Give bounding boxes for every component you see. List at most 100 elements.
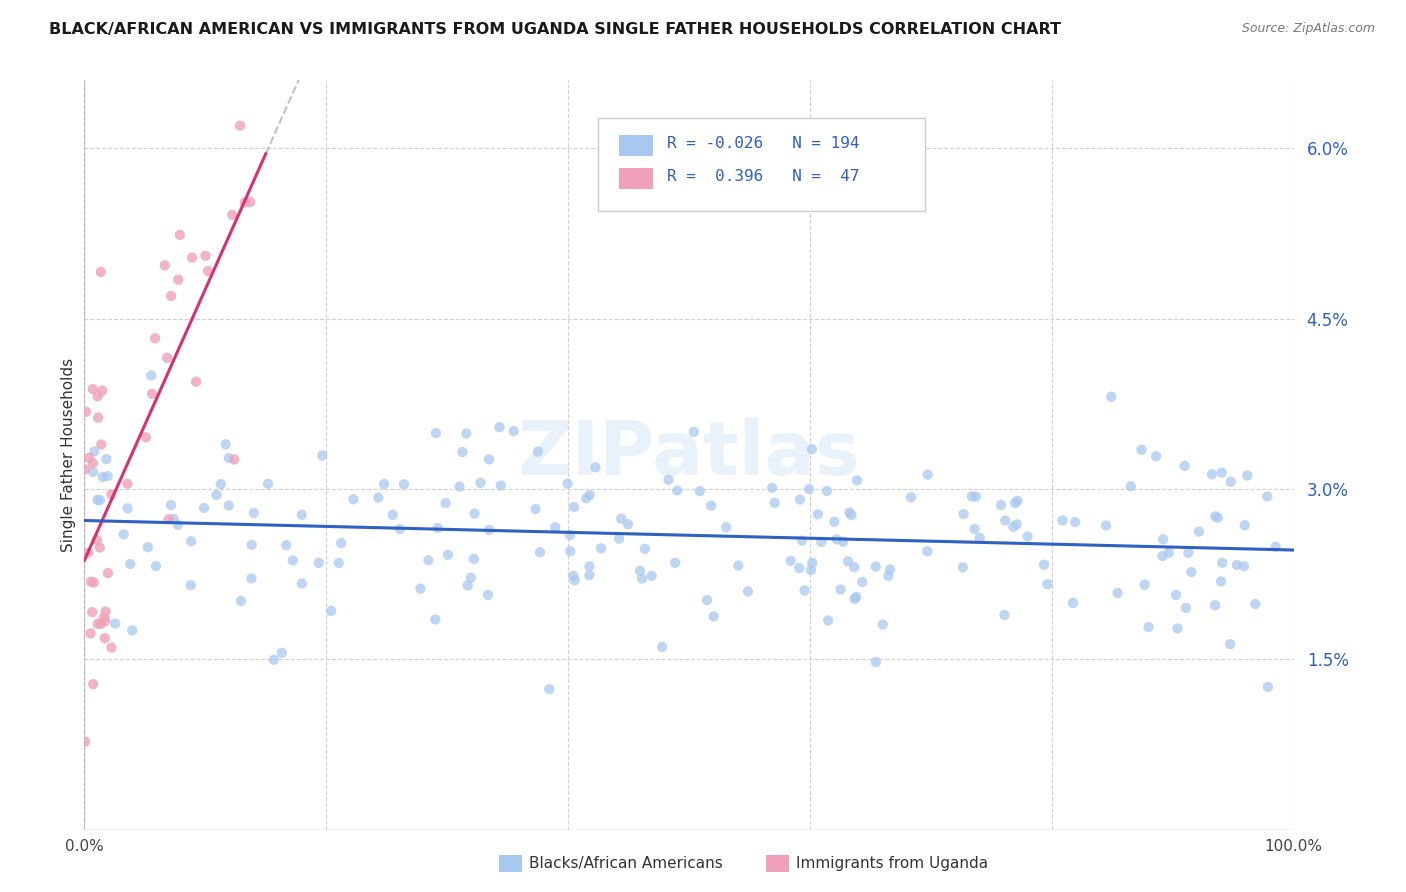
Point xyxy=(589,541,612,556)
Point xyxy=(1119,479,1142,493)
Point xyxy=(544,520,567,534)
Point xyxy=(478,452,501,467)
Point xyxy=(1180,565,1202,579)
Point xyxy=(367,491,389,505)
Point xyxy=(426,521,449,535)
Point xyxy=(80,574,103,589)
Point xyxy=(578,568,600,582)
Point xyxy=(425,612,447,626)
Point xyxy=(239,195,262,210)
Point xyxy=(1236,468,1258,483)
Point xyxy=(120,557,142,571)
Point xyxy=(328,556,350,570)
Point xyxy=(610,511,633,525)
Point xyxy=(990,498,1012,512)
Point xyxy=(1167,622,1189,636)
Point xyxy=(1164,588,1187,602)
Point xyxy=(917,467,939,482)
Point xyxy=(963,522,986,536)
Point xyxy=(381,508,404,522)
Point xyxy=(558,528,581,542)
Point xyxy=(1226,558,1249,572)
Point xyxy=(585,460,607,475)
Point xyxy=(1175,600,1198,615)
Point xyxy=(800,563,823,577)
Point xyxy=(136,540,159,554)
Point xyxy=(994,514,1017,528)
Point xyxy=(634,541,657,556)
Point xyxy=(1017,529,1039,543)
Point xyxy=(193,500,215,515)
Point xyxy=(94,632,117,646)
Point xyxy=(270,646,292,660)
Point xyxy=(1107,586,1129,600)
Point xyxy=(112,527,135,541)
Point xyxy=(100,487,122,501)
Point xyxy=(488,420,510,434)
Point xyxy=(218,499,240,513)
Point xyxy=(1144,450,1167,464)
Point xyxy=(86,492,108,507)
Point xyxy=(82,456,104,470)
Point xyxy=(209,477,232,491)
Point xyxy=(489,478,512,492)
Point xyxy=(83,575,105,590)
Point xyxy=(160,289,183,303)
Point xyxy=(952,560,974,574)
Point xyxy=(696,593,718,607)
Point xyxy=(451,445,474,459)
Point xyxy=(215,437,238,451)
Point xyxy=(807,508,830,522)
Point xyxy=(463,552,485,566)
Point xyxy=(527,444,550,458)
Point xyxy=(801,556,824,570)
Point xyxy=(617,517,640,532)
Point xyxy=(75,462,97,476)
Point xyxy=(221,208,243,222)
Point xyxy=(823,515,845,529)
Point xyxy=(800,442,823,457)
Point xyxy=(224,452,246,467)
Point xyxy=(1130,442,1153,457)
Point xyxy=(737,584,759,599)
Point xyxy=(607,532,630,546)
Point xyxy=(160,498,183,512)
Point xyxy=(1219,475,1241,489)
Point xyxy=(91,384,114,398)
Point xyxy=(156,351,179,365)
Point xyxy=(1133,577,1156,591)
Point xyxy=(877,569,900,583)
Point xyxy=(1052,513,1074,527)
Point xyxy=(330,536,353,550)
Point xyxy=(240,571,263,585)
Point xyxy=(1204,599,1226,613)
Point xyxy=(578,559,600,574)
Point xyxy=(628,564,651,578)
Text: R = -0.026   N = 194: R = -0.026 N = 194 xyxy=(668,136,859,152)
Point xyxy=(257,476,280,491)
Point xyxy=(291,576,314,591)
Point xyxy=(90,265,112,279)
Point xyxy=(104,616,127,631)
Point xyxy=(1201,467,1223,482)
Point xyxy=(86,616,108,631)
Point xyxy=(727,558,749,573)
Point xyxy=(1095,518,1118,533)
Point xyxy=(457,578,479,592)
Point xyxy=(1211,556,1233,570)
Point xyxy=(93,610,115,624)
Point xyxy=(409,582,432,596)
Point xyxy=(790,533,813,548)
Point xyxy=(832,534,855,549)
Point xyxy=(810,534,832,549)
Point xyxy=(434,496,457,510)
Point xyxy=(218,451,240,466)
Point xyxy=(1005,517,1028,532)
Point xyxy=(560,544,582,558)
Point xyxy=(90,616,112,631)
Point xyxy=(1002,520,1025,534)
Point xyxy=(1233,559,1256,574)
Text: Source: ZipAtlas.com: Source: ZipAtlas.com xyxy=(1241,22,1375,36)
Point xyxy=(844,560,866,574)
Point xyxy=(689,484,711,499)
